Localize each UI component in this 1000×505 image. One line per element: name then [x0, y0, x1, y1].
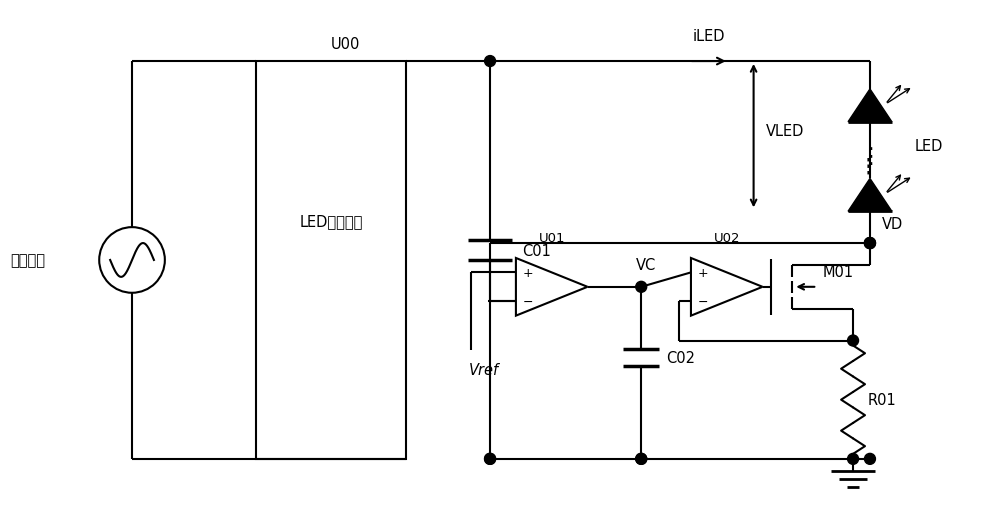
Text: U00: U00: [331, 36, 361, 52]
Text: +: +: [698, 266, 708, 279]
Text: M01: M01: [822, 265, 853, 280]
Text: iLED: iLED: [693, 29, 725, 44]
Text: LED: LED: [915, 139, 943, 154]
Circle shape: [848, 335, 859, 346]
Polygon shape: [848, 90, 892, 123]
Circle shape: [864, 453, 875, 465]
Text: +: +: [523, 266, 533, 279]
Text: C02: C02: [666, 350, 695, 366]
Text: ⋮: ⋮: [859, 146, 881, 166]
Text: U02: U02: [713, 232, 740, 244]
Text: 交流输入: 交流输入: [11, 253, 46, 268]
Text: U01: U01: [538, 232, 565, 244]
Text: LED驱动电路: LED驱动电路: [299, 213, 363, 228]
Circle shape: [485, 453, 496, 465]
Circle shape: [636, 453, 647, 465]
Circle shape: [864, 238, 875, 249]
Text: VC: VC: [636, 258, 656, 272]
Text: R01: R01: [868, 392, 897, 408]
Circle shape: [636, 282, 647, 293]
Text: VLED: VLED: [766, 124, 804, 139]
Circle shape: [636, 453, 647, 465]
Circle shape: [848, 453, 859, 465]
Text: VD: VD: [882, 217, 903, 232]
Text: Vref: Vref: [469, 363, 499, 378]
Text: ⋯: ⋯: [860, 155, 879, 174]
Circle shape: [485, 57, 496, 67]
Text: C01: C01: [522, 243, 551, 258]
Bar: [256, 62, 406, 459]
Text: −: −: [698, 295, 708, 308]
Polygon shape: [848, 179, 892, 212]
Circle shape: [864, 238, 875, 249]
Text: −: −: [523, 295, 533, 308]
Circle shape: [864, 238, 875, 249]
Circle shape: [485, 453, 496, 465]
